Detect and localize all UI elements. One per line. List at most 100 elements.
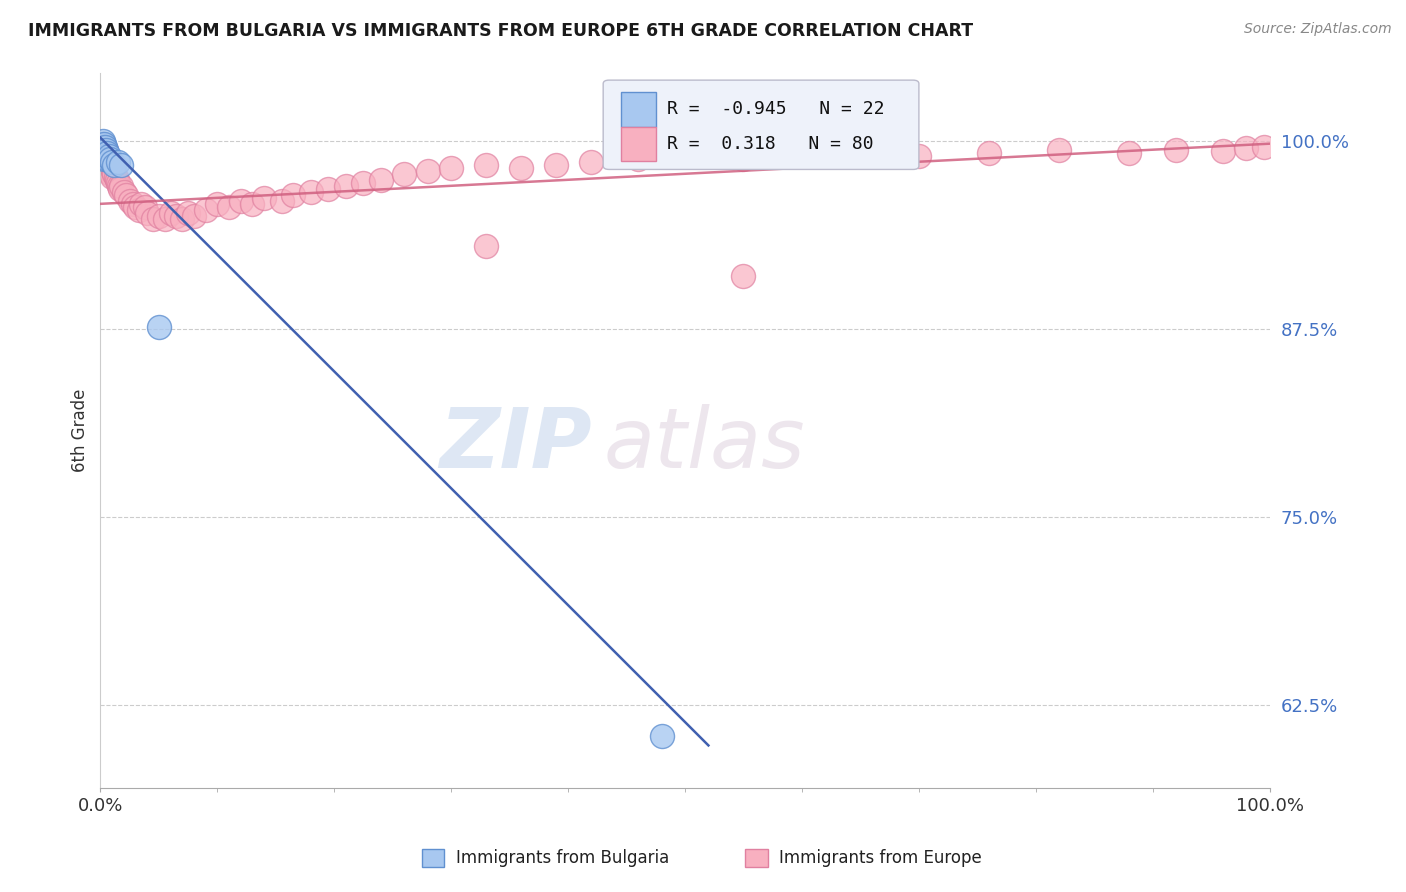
Point [100, 158, 122, 172]
Point [104, 169, 127, 184]
Point [108, 178, 131, 193]
Point [94, 154, 117, 169]
Point [849, 145, 872, 160]
Point [673, 149, 696, 163]
Point [96, 161, 118, 175]
Point [90, 152, 112, 166]
Point [98, 163, 121, 178]
Point [207, 197, 229, 211]
Point [101, 169, 124, 184]
Point [90, 145, 112, 160]
Point [101, 154, 124, 169]
Point [153, 211, 176, 226]
Point [96, 149, 118, 163]
Point [299, 185, 322, 199]
Point [101, 161, 124, 175]
Point [475, 158, 498, 172]
Point [94, 139, 117, 153]
Point [335, 178, 357, 193]
Point [110, 158, 132, 172]
Point [134, 200, 156, 214]
Point [651, 730, 673, 744]
Point [908, 149, 931, 163]
Point [96, 152, 118, 166]
Point [91, 145, 114, 160]
Point [91, 149, 114, 163]
Point [129, 197, 152, 211]
Point [183, 209, 205, 223]
Point [105, 173, 128, 187]
Point [94, 145, 117, 160]
Point [546, 158, 568, 172]
Point [194, 202, 217, 217]
Point [159, 206, 181, 220]
Point [1234, 141, 1257, 155]
Point [240, 197, 263, 211]
Y-axis label: 6th Grade: 6th Grade [72, 389, 89, 472]
Point [128, 202, 150, 217]
Point [124, 200, 146, 214]
Point [733, 152, 755, 166]
Point [96, 143, 118, 157]
Point [96, 158, 118, 172]
Point [97, 161, 120, 175]
Point [110, 182, 132, 196]
Point [103, 167, 125, 181]
Point [148, 320, 170, 334]
Point [253, 191, 276, 205]
Point [177, 206, 200, 220]
Point [91, 139, 114, 153]
Point [107, 176, 129, 190]
Point [100, 167, 122, 181]
Point [581, 154, 603, 169]
Point [93, 152, 115, 166]
Text: IMMIGRANTS FROM BULGARIA VS IMMIGRANTS FROM EUROPE 6TH GRADE CORRELATION CHART: IMMIGRANTS FROM BULGARIA VS IMMIGRANTS F… [28, 22, 973, 40]
Point [165, 209, 187, 223]
Point [394, 167, 416, 181]
Point [136, 206, 159, 220]
Point [90, 143, 112, 157]
Point [118, 194, 141, 208]
Point [370, 173, 392, 187]
Point [93, 158, 115, 172]
Point [93, 149, 115, 163]
Point [96, 145, 118, 160]
Point [98, 154, 121, 169]
Point [96, 152, 118, 166]
Point [270, 194, 292, 208]
Point [97, 152, 120, 166]
Point [1166, 143, 1188, 157]
Point [218, 200, 240, 214]
Point [97, 149, 120, 163]
Point [98, 152, 121, 166]
Text: Immigrants from Bulgaria: Immigrants from Bulgaria [456, 849, 669, 867]
Point [148, 209, 170, 223]
Point [142, 211, 165, 226]
Point [283, 187, 305, 202]
Point [1253, 139, 1275, 153]
Point [1118, 145, 1140, 160]
FancyBboxPatch shape [620, 92, 655, 127]
Point [91, 134, 114, 148]
FancyBboxPatch shape [620, 127, 655, 161]
Point [318, 182, 340, 196]
Point [977, 145, 1000, 160]
Point [627, 152, 650, 166]
Point [733, 268, 755, 283]
Point [107, 154, 129, 169]
Point [110, 178, 132, 193]
Point [1047, 143, 1070, 157]
Point [96, 149, 118, 163]
Text: ZIP: ZIP [439, 404, 592, 485]
Point [103, 158, 125, 172]
Point [94, 145, 117, 160]
Point [1212, 145, 1234, 159]
Point [353, 176, 375, 190]
Text: atlas: atlas [603, 404, 804, 485]
Point [112, 185, 135, 199]
Point [103, 163, 125, 178]
Point [510, 161, 533, 175]
Point [93, 136, 115, 151]
Point [229, 194, 252, 208]
Point [90, 136, 112, 151]
